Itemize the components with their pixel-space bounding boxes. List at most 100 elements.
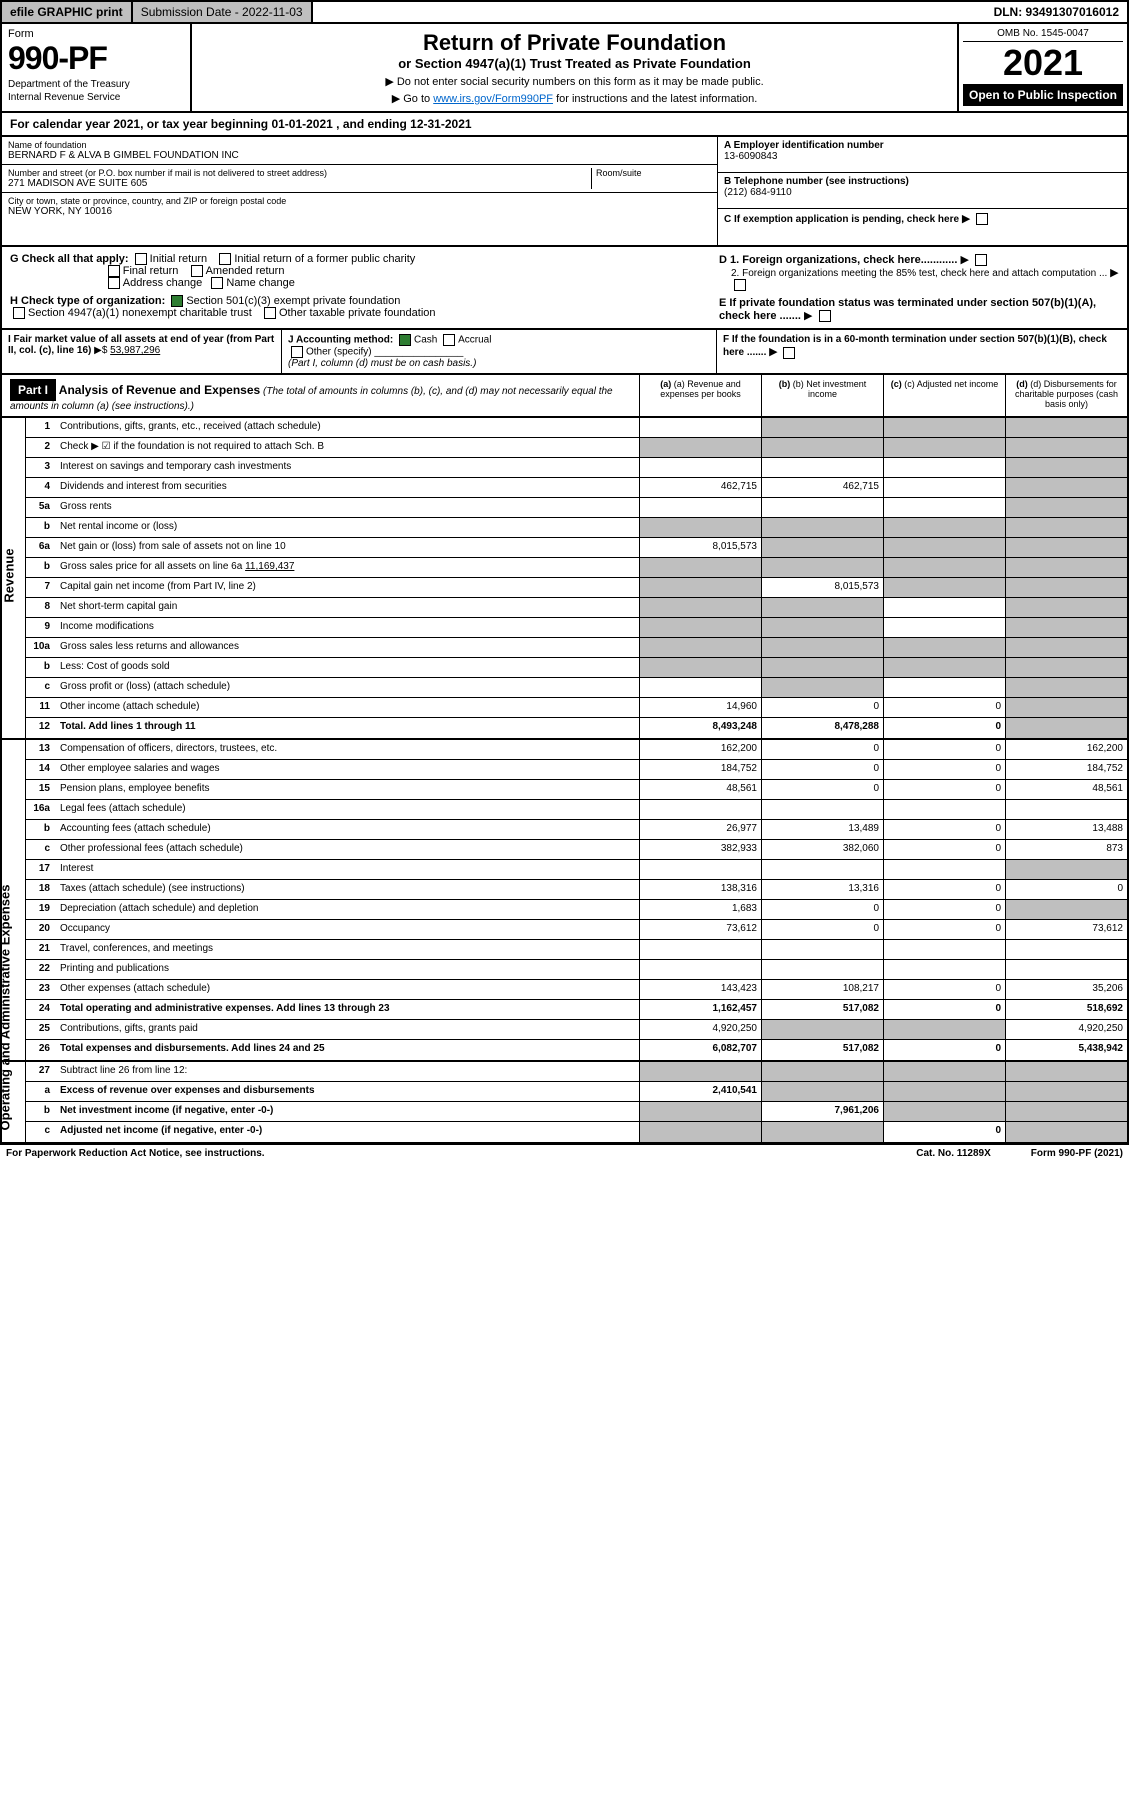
exemption-label: C If exemption application is pending, c… bbox=[724, 214, 959, 225]
phone-row: B Telephone number (see instructions) (2… bbox=[718, 173, 1127, 209]
fmv-left: I Fair market value of all assets at end… bbox=[2, 330, 282, 373]
final-return-checkbox[interactable] bbox=[108, 265, 120, 277]
name-label: Name of foundation bbox=[8, 140, 711, 150]
row-24: 24Total operating and administrative exp… bbox=[26, 1000, 1127, 1020]
exemption-row: C If exemption application is pending, c… bbox=[718, 209, 1127, 245]
row-19: 19Depreciation (attach schedule) and dep… bbox=[26, 900, 1127, 920]
part1-desc: Part I Analysis of Revenue and Expenses … bbox=[2, 375, 639, 416]
expenses-side-label: Operating and Administrative Expenses bbox=[2, 740, 26, 1060]
city-row: City or town, state or province, country… bbox=[2, 193, 717, 220]
4947-checkbox[interactable] bbox=[13, 307, 25, 319]
501c3-checkbox[interactable] bbox=[171, 295, 183, 307]
city-state-zip: NEW YORK, NY 10016 bbox=[8, 206, 711, 217]
net-side bbox=[2, 1062, 26, 1142]
row-27a: aExcess of revenue over expenses and dis… bbox=[26, 1082, 1127, 1102]
expenses-section: Operating and Administrative Expenses 13… bbox=[0, 740, 1129, 1062]
dept-treasury: Department of the Treasury bbox=[8, 79, 184, 90]
phone-label: B Telephone number (see instructions) bbox=[724, 176, 909, 187]
exemption-checkbox[interactable] bbox=[976, 213, 988, 225]
col-b-head: (b) (b) Net investment income bbox=[761, 375, 883, 416]
g-label: G Check all that apply: bbox=[10, 253, 129, 265]
row-8: 8Net short-term capital gain bbox=[26, 598, 1127, 618]
d2-label: 2. Foreign organizations meeting the 85%… bbox=[731, 268, 1107, 279]
name-change-checkbox[interactable] bbox=[211, 277, 223, 289]
efile-print-button[interactable]: efile GRAPHIC print bbox=[2, 2, 133, 22]
row-4: 4Dividends and interest from securities4… bbox=[26, 478, 1127, 498]
row-17: 17Interest bbox=[26, 860, 1127, 880]
note-ssn: ▶ Do not enter social security numbers o… bbox=[202, 75, 947, 88]
d1-label: D 1. Foreign organizations, check here..… bbox=[719, 254, 957, 266]
info-right: A Employer identification number 13-6090… bbox=[717, 137, 1127, 245]
row-26: 26Total expenses and disbursements. Add … bbox=[26, 1040, 1127, 1060]
row-5b: bNet rental income or (loss) bbox=[26, 518, 1127, 538]
fmv-value: 53,987,296 bbox=[110, 345, 160, 356]
topbar: efile GRAPHIC print Submission Date - 20… bbox=[0, 0, 1129, 24]
row-7: 7Capital gain net income (from Part IV, … bbox=[26, 578, 1127, 598]
row-9: 9Income modifications bbox=[26, 618, 1127, 638]
revenue-side-label: Revenue bbox=[2, 418, 26, 738]
ein-label: A Employer identification number bbox=[724, 140, 884, 151]
form-subtitle: or Section 4947(a)(1) Trust Treated as P… bbox=[202, 56, 947, 71]
info-block: Name of foundation BERNARD F & ALVA B GI… bbox=[0, 137, 1129, 247]
fmv-right: F If the foundation is in a 60-month ter… bbox=[717, 330, 1127, 373]
other-taxable-checkbox[interactable] bbox=[264, 307, 276, 319]
form-header: Form 990-PF Department of the Treasury I… bbox=[0, 24, 1129, 113]
row-16c: cOther professional fees (attach schedul… bbox=[26, 840, 1127, 860]
header-right: OMB No. 1545-0047 2021 Open to Public In… bbox=[957, 24, 1127, 111]
col-c-head: (c) (c) Adjusted net income bbox=[883, 375, 1005, 416]
row-10b: bLess: Cost of goods sold bbox=[26, 658, 1127, 678]
row-13: 13Compensation of officers, directors, t… bbox=[26, 740, 1127, 760]
city-label: City or town, state or province, country… bbox=[8, 196, 711, 206]
row-12: 12Total. Add lines 1 through 118,493,248… bbox=[26, 718, 1127, 738]
footer-cat: Cat. No. 11289X bbox=[916, 1148, 990, 1159]
row-27: 27Subtract line 26 from line 12: bbox=[26, 1062, 1127, 1082]
row-6a: 6aNet gain or (loss) from sale of assets… bbox=[26, 538, 1127, 558]
tax-year: 2021 bbox=[963, 42, 1123, 84]
row-21: 21Travel, conferences, and meetings bbox=[26, 940, 1127, 960]
row-15: 15Pension plans, employee benefits48,561… bbox=[26, 780, 1127, 800]
row-16b: bAccounting fees (attach schedule)26,977… bbox=[26, 820, 1127, 840]
header-center: Return of Private Foundation or Section … bbox=[192, 24, 957, 111]
net-section: 27Subtract line 26 from line 12: aExcess… bbox=[0, 1062, 1129, 1144]
part1-title: Analysis of Revenue and Expenses bbox=[59, 383, 260, 397]
room-label: Room/suite bbox=[596, 168, 711, 178]
row-25: 25Contributions, gifts, grants paid4,920… bbox=[26, 1020, 1127, 1040]
row-22: 22Printing and publications bbox=[26, 960, 1127, 980]
foundation-name-row: Name of foundation BERNARD F & ALVA B GI… bbox=[2, 137, 717, 165]
row-5a: 5aGross rents bbox=[26, 498, 1127, 518]
ein-row: A Employer identification number 13-6090… bbox=[718, 137, 1127, 173]
row-27c: cAdjusted net income (if negative, enter… bbox=[26, 1122, 1127, 1142]
open-inspection: Open to Public Inspection bbox=[963, 84, 1123, 106]
e-checkbox[interactable] bbox=[819, 310, 831, 322]
form-label: Form bbox=[8, 28, 184, 40]
d2-checkbox[interactable] bbox=[734, 279, 746, 291]
fmv-mid: J Accounting method: Cash Accrual Other … bbox=[282, 330, 717, 373]
other-method-checkbox[interactable] bbox=[291, 346, 303, 358]
footer-form: Form 990-PF (2021) bbox=[1031, 1148, 1123, 1159]
accrual-checkbox[interactable] bbox=[443, 334, 455, 346]
irs-link[interactable]: www.irs.gov/Form990PF bbox=[433, 93, 553, 105]
row-10c: cGross profit or (loss) (attach schedule… bbox=[26, 678, 1127, 698]
dept-irs: Internal Revenue Service bbox=[8, 92, 184, 103]
check-section-g: G Check all that apply: Initial return I… bbox=[0, 247, 1129, 330]
f-checkbox[interactable] bbox=[783, 347, 795, 359]
row-1: 1Contributions, gifts, grants, etc., rec… bbox=[26, 418, 1127, 438]
row-23: 23Other expenses (attach schedule)143,42… bbox=[26, 980, 1127, 1000]
revenue-section: Revenue 1Contributions, gifts, grants, e… bbox=[0, 418, 1129, 740]
row-18: 18Taxes (attach schedule) (see instructi… bbox=[26, 880, 1127, 900]
submission-date: Submission Date - 2022-11-03 bbox=[133, 2, 313, 22]
col-d-head: (d) (d) Disbursements for charitable pur… bbox=[1005, 375, 1127, 416]
d1-checkbox[interactable] bbox=[975, 254, 987, 266]
row-10a: 10aGross sales less returns and allowanc… bbox=[26, 638, 1127, 658]
address-change-checkbox[interactable] bbox=[108, 277, 120, 289]
col-a-head: (a) (a) Revenue and expenses per books bbox=[639, 375, 761, 416]
e-label: E If private foundation status was termi… bbox=[719, 297, 1096, 322]
cash-checkbox[interactable] bbox=[399, 334, 411, 346]
row-11: 11Other income (attach schedule)14,96000 bbox=[26, 698, 1127, 718]
row-27b: bNet investment income (if negative, ent… bbox=[26, 1102, 1127, 1122]
initial-return-checkbox[interactable] bbox=[135, 253, 147, 265]
street-label: Number and street (or P.O. box number if… bbox=[8, 168, 591, 178]
amended-return-checkbox[interactable] bbox=[191, 265, 203, 277]
initial-former-checkbox[interactable] bbox=[219, 253, 231, 265]
page-footer: For Paperwork Reduction Act Notice, see … bbox=[0, 1144, 1129, 1162]
